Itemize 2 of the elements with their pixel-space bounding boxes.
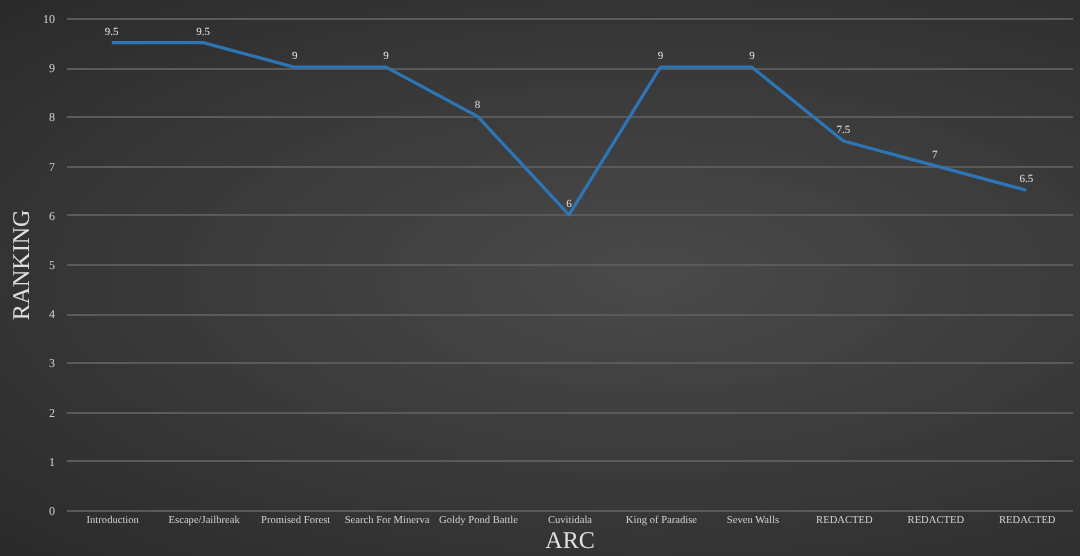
y-axis-title: RANKING (7, 209, 35, 321)
x-axis-title: ARC (545, 525, 595, 554)
